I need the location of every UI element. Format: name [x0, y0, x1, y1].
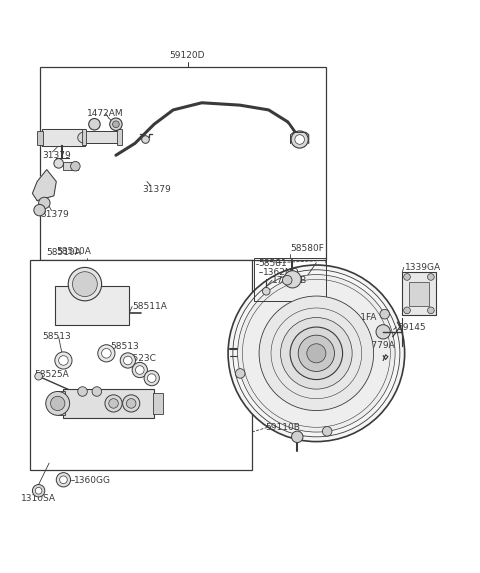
- Bar: [409, 282, 429, 305]
- Bar: [55, 285, 129, 325]
- Polygon shape: [78, 132, 83, 143]
- Circle shape: [55, 352, 72, 369]
- Circle shape: [376, 325, 390, 339]
- Circle shape: [89, 119, 100, 130]
- Bar: [63, 389, 154, 418]
- Circle shape: [98, 345, 115, 362]
- Circle shape: [298, 335, 335, 371]
- Circle shape: [38, 197, 50, 209]
- Circle shape: [236, 368, 245, 378]
- Circle shape: [54, 159, 63, 168]
- Bar: [30, 260, 252, 470]
- Circle shape: [109, 399, 118, 408]
- Text: 43779A: 43779A: [360, 341, 395, 350]
- Text: 58525A: 58525A: [34, 370, 69, 379]
- Circle shape: [60, 476, 67, 484]
- Bar: [82, 129, 86, 145]
- Circle shape: [291, 431, 303, 442]
- Text: 58513: 58513: [42, 332, 71, 341]
- Circle shape: [228, 265, 405, 442]
- Circle shape: [284, 271, 301, 288]
- Circle shape: [428, 274, 434, 280]
- Circle shape: [92, 387, 102, 397]
- Circle shape: [238, 274, 395, 432]
- Text: 31379: 31379: [42, 151, 71, 160]
- Circle shape: [126, 399, 136, 408]
- Circle shape: [290, 327, 343, 379]
- Circle shape: [291, 131, 308, 148]
- Circle shape: [34, 205, 45, 216]
- Polygon shape: [42, 129, 85, 146]
- Text: 1310SA: 1310SA: [21, 494, 56, 503]
- Text: 58510A: 58510A: [56, 248, 91, 257]
- Text: 59110B: 59110B: [265, 422, 300, 431]
- Circle shape: [380, 309, 389, 319]
- Circle shape: [56, 473, 71, 487]
- Bar: [39, 67, 326, 260]
- Circle shape: [72, 272, 97, 296]
- Bar: [76, 282, 94, 285]
- Text: 58593: 58593: [102, 392, 131, 401]
- Text: 58523C: 58523C: [121, 354, 156, 363]
- Text: 58580F: 58580F: [290, 244, 324, 253]
- Circle shape: [428, 307, 434, 313]
- Text: 58513: 58513: [110, 342, 139, 351]
- Text: 31379: 31379: [40, 210, 69, 219]
- Circle shape: [120, 353, 135, 368]
- Text: 59120D: 59120D: [170, 51, 205, 60]
- Polygon shape: [33, 170, 56, 201]
- Circle shape: [110, 118, 122, 131]
- Bar: [63, 162, 78, 170]
- Bar: [254, 258, 326, 301]
- Circle shape: [35, 372, 42, 380]
- Bar: [85, 131, 120, 143]
- Circle shape: [33, 485, 45, 497]
- Circle shape: [281, 317, 352, 389]
- Circle shape: [102, 348, 111, 358]
- Text: 58581: 58581: [258, 259, 287, 268]
- Circle shape: [122, 395, 140, 412]
- Circle shape: [307, 344, 326, 363]
- Bar: [153, 393, 163, 414]
- Circle shape: [35, 488, 42, 494]
- Text: 1710AB: 1710AB: [273, 276, 308, 285]
- Circle shape: [68, 268, 102, 301]
- Circle shape: [142, 136, 149, 143]
- Circle shape: [123, 356, 132, 365]
- Bar: [402, 272, 436, 315]
- Circle shape: [135, 366, 144, 374]
- Circle shape: [105, 395, 122, 412]
- Text: 58510A: 58510A: [47, 248, 82, 257]
- Text: 1472AM: 1472AM: [87, 109, 124, 118]
- Text: 1311FA: 1311FA: [344, 313, 377, 322]
- Text: 1360GG: 1360GG: [74, 476, 111, 485]
- Bar: [58, 391, 65, 415]
- Text: 58511A: 58511A: [132, 302, 168, 311]
- Circle shape: [78, 387, 87, 397]
- Text: 1362ND: 1362ND: [263, 268, 300, 277]
- Circle shape: [323, 426, 332, 436]
- Circle shape: [71, 162, 80, 171]
- Bar: [37, 131, 43, 145]
- Circle shape: [404, 307, 410, 313]
- Circle shape: [59, 356, 68, 365]
- Circle shape: [282, 276, 292, 285]
- Circle shape: [259, 296, 373, 411]
- Circle shape: [295, 135, 304, 144]
- Text: 31379: 31379: [142, 185, 171, 194]
- Circle shape: [404, 274, 410, 280]
- Bar: [117, 129, 121, 145]
- Circle shape: [113, 121, 119, 128]
- Circle shape: [50, 397, 65, 411]
- Text: 59145: 59145: [397, 323, 426, 332]
- Circle shape: [46, 391, 70, 415]
- Circle shape: [132, 362, 147, 378]
- Circle shape: [263, 288, 270, 295]
- Circle shape: [147, 374, 156, 382]
- Text: 1339GA: 1339GA: [405, 263, 441, 272]
- Circle shape: [144, 371, 159, 386]
